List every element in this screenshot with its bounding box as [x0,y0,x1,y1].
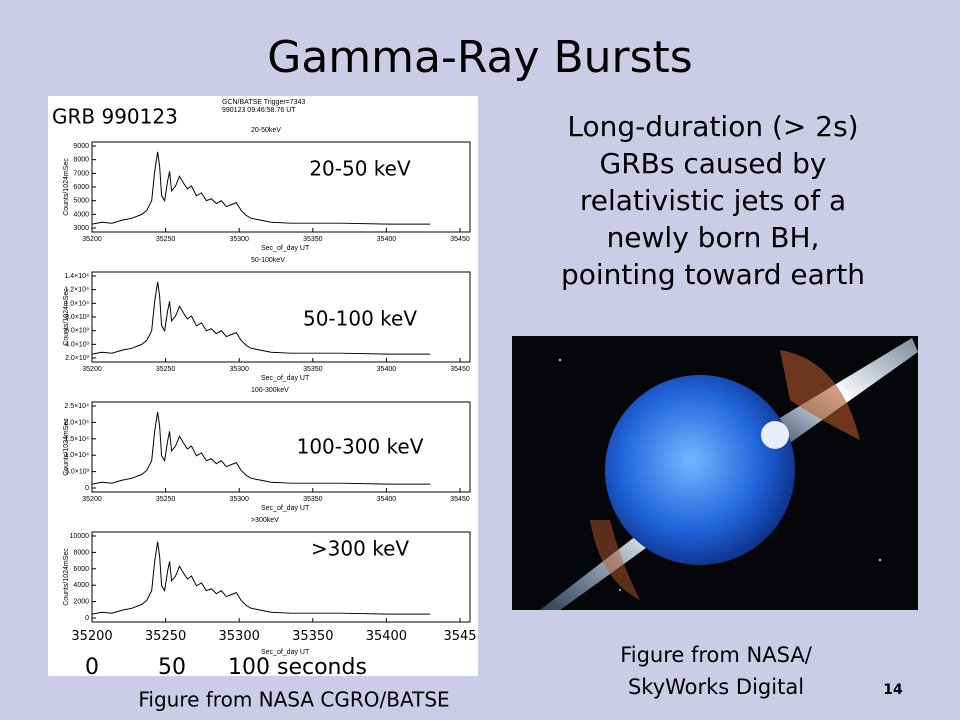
x-tick-label: 35400 [366,629,407,644]
x-tick-label: 35350 [303,496,323,503]
description-line: GRBs caused by [600,147,827,180]
seconds-label: 0 [85,655,99,680]
y-tick-label: 10000 [70,533,90,540]
band-label: 50-100 keV [303,307,417,331]
panel-title: 100-300keV [251,387,289,394]
band-label: >300 keV [311,537,409,561]
x-axis-label: Sec_of_day UT [261,375,310,382]
panel-title: 20-50keV [251,127,281,134]
x-tick-label: 35200 [82,496,102,503]
band-label: 20-50 keV [309,157,411,181]
x-tick-label: 35400 [377,496,397,503]
description: Long-duration (> 2s) GRBs caused by relati… [561,110,865,291]
y-tick-label: 4000 [73,582,89,589]
y-tick-label: 8.0×10³ [65,314,90,321]
x-tick-label: 35200 [82,366,102,373]
figure-label: GRB 990123 [52,105,178,129]
y-tick-label: 3000 [73,225,89,232]
x-tick-label: 35250 [156,496,176,503]
right-caption: Figure from NASA/SkyWorks Digital [620,643,812,699]
x-axis-label: Sec_of_day UT [261,649,310,656]
x-tick-label: 35400 [377,366,397,373]
y-tick-label: 5.0×10³ [65,469,90,476]
y-axis-label: Counts/1024mSec [63,548,70,606]
y-tick-label: 1.0×10⁴ [64,452,89,459]
figure-caption: Figure from NASA CGRO/BATSE [138,688,449,712]
x-tick-label: 35300 [229,366,249,373]
y-tick-label: 4000 [73,211,89,218]
figure-header: GCN/BATSE Trigger=7343 [222,99,305,106]
plot-frame [91,531,471,623]
panel-title: >300keV [251,517,279,524]
y-tick-label: 2.0×10³ [65,355,90,362]
x-tick-label: 35300 [219,629,260,644]
slide-title: Gamma-Ray Bursts [267,32,692,83]
y-tick-label: 1.0×10⁴ [64,300,89,307]
y-tick-label: 0 [85,615,89,622]
x-tick-label: 35250 [145,629,186,644]
figure-caption: SkyWorks Digital [628,675,804,699]
x-tick-label: 35350 [303,366,323,373]
plot-frame [91,401,471,493]
seconds-label: 100 seconds [228,655,367,680]
y-tick-label: 8000 [73,157,89,164]
y-axis-label: Counts/1024mSec [63,418,70,476]
y-axis-label: Counts/1024mSec [63,288,70,346]
y-tick-label: 0 [85,485,89,492]
x-tick-label: 35300 [229,496,249,503]
figure-header: 990123 09:46:58.76 UT [222,107,296,114]
x-axis-label: Sec_of_day UT [261,245,310,252]
x-axis-label: Sec_of_day UT [261,505,310,512]
seconds-label: 50 [158,655,186,680]
x-tick-label: 35450 [450,366,470,373]
y-tick-label: 1.2×10⁴ [64,287,89,294]
x-tick-label: 35300 [229,236,249,243]
x-tick-label: 35200 [82,236,102,243]
page-number: 14 [883,682,903,698]
description-line: Long-duration (> 2s) [567,110,858,143]
band-label: 100-300 keV [297,435,424,459]
description-line: newly born BH, [607,221,820,254]
x-tick-label: 35450 [450,496,470,503]
y-tick-label: 2.5×10⁴ [64,403,89,410]
x-tick-label: 35400 [377,236,397,243]
illustration [512,336,918,610]
y-tick-label: 1.4×10⁴ [64,273,89,280]
x-tick-label: 35250 [156,366,176,373]
description-line: pointing toward earth [561,258,865,291]
y-tick-label: 2.0×10⁴ [64,419,89,426]
y-tick-label: 2000 [73,599,89,606]
figure-caption: Figure from NASA/ [620,643,812,667]
x-tick-label: 35350 [292,629,333,644]
y-tick-label: 6000 [73,566,89,573]
x-tick-label: 35450 [450,236,470,243]
panel-title: 50-100keV [251,257,285,264]
x-tick-label: 35350 [303,236,323,243]
x-tick-label: 35250 [156,236,176,243]
y-tick-label: 8000 [73,549,89,556]
y-tick-label: 6000 [73,184,89,191]
description-line: relativistic jets of a [580,184,846,217]
y-tick-label: 6.0×10³ [65,328,90,335]
y-tick-label: 1.5×10⁴ [64,436,89,443]
figure-background [48,96,478,676]
x-tick-label: 3545 [443,629,476,644]
y-tick-label: 5000 [73,198,89,205]
y-axis-label: Counts/1024mSec [63,158,70,216]
y-tick-label: 7000 [73,170,89,177]
x-tick-label: 35200 [71,629,112,644]
y-tick-label: 9000 [73,143,89,150]
y-tick-label: 4.0×10³ [65,341,90,348]
